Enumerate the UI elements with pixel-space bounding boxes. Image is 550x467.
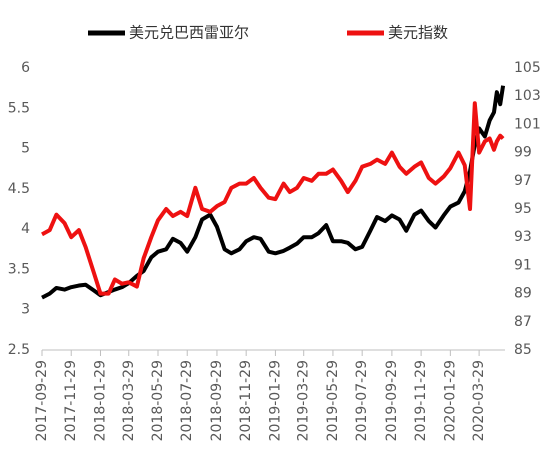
x-tick-label: 2020-01-29 (442, 360, 458, 441)
y2-tick-label: 101 (514, 116, 541, 132)
y2-tick-label: 87 (514, 314, 532, 330)
x-tick-label: 2019-05-29 (325, 360, 341, 441)
y2-tick-label: 103 (514, 88, 541, 104)
y-tick-label: 3.5 (8, 261, 30, 277)
x-tick-label: 2018-05-29 (150, 360, 166, 441)
legend-label: 美元指数 (388, 24, 448, 42)
y2-tick-label: 89 (514, 286, 532, 302)
x-tick-label: 2019-07-29 (354, 360, 370, 441)
x-tick-label: 2019-01-29 (267, 360, 283, 441)
x-tick-label: 2018-01-29 (92, 360, 108, 441)
legend-label: 美元兑巴西雷亚尔 (129, 24, 249, 42)
y2-tick-label: 105 (514, 60, 541, 76)
y2-tick-label: 85 (514, 342, 532, 358)
x-tick-label: 2017-11-29 (63, 360, 79, 441)
y-tick-label: 4.5 (8, 181, 30, 197)
series-line (41, 85, 506, 300)
x-tick-label: 2018-03-29 (121, 360, 137, 441)
x-tick-label: 2020-03-29 (471, 360, 487, 441)
y2-tick-label: 95 (514, 201, 532, 217)
y-tick-label: 4 (21, 221, 30, 237)
x-tick-label: 2018-09-29 (209, 360, 225, 441)
x-tick-label: 2019-03-29 (296, 360, 312, 441)
x-tick-label: 2019-11-29 (413, 360, 429, 441)
y-tick-label: 5 (21, 141, 30, 157)
x-tick-label: 2018-07-29 (179, 360, 195, 441)
y2-tick-label: 99 (514, 145, 532, 161)
y-tick-label: 5.5 (8, 100, 30, 116)
y-tick-label: 2.5 (8, 342, 30, 358)
x-tick-label: 2018-11-29 (238, 360, 254, 441)
series-line (41, 101, 505, 296)
y2-tick-label: 97 (514, 173, 532, 189)
y-tick-label: 3 (21, 302, 30, 318)
x-tick-label: 2017-09-29 (34, 360, 50, 441)
y-tick-label: 6 (21, 60, 30, 76)
y2-tick-label: 91 (514, 257, 532, 273)
y2-tick-label: 93 (514, 229, 532, 245)
x-tick-label: 2019-09-29 (384, 360, 400, 441)
